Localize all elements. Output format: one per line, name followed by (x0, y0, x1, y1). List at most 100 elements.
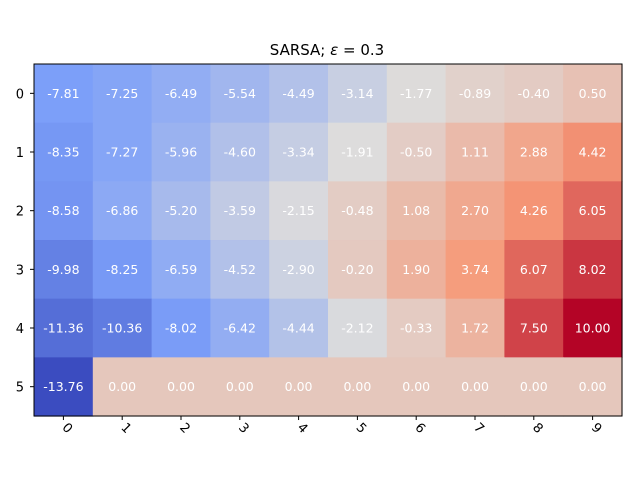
cell-value-label: -3.59 (224, 203, 256, 218)
heatmap-cell (210, 181, 270, 241)
y-tick-label: 5 (16, 381, 24, 396)
cell-value-label: -6.59 (165, 262, 197, 277)
heatmap-cell (563, 181, 623, 241)
cell-value-label: 0.00 (579, 379, 607, 394)
heatmap-cell (210, 64, 270, 124)
cell-value-label: -6.86 (106, 203, 138, 218)
cell-value-label: -4.49 (282, 86, 314, 101)
heatmap-cell (504, 122, 564, 182)
heatmap-cell (563, 357, 623, 417)
cell-value-label: -3.34 (282, 145, 314, 160)
x-tick-label: 7 (470, 420, 486, 436)
heatmap-cell (151, 357, 211, 417)
cell-value-label: 2.88 (520, 145, 548, 160)
heatmap-cell (210, 298, 270, 358)
heatmap-cell (328, 64, 388, 124)
cell-value-label: -5.20 (165, 203, 197, 218)
cell-value-label: -9.98 (47, 262, 79, 277)
heatmap-cell (269, 64, 329, 124)
cell-value-label: -5.96 (165, 145, 197, 160)
heatmap-cell (269, 240, 329, 300)
heatmap-cell (34, 64, 94, 124)
cell-value-label: -0.89 (459, 86, 491, 101)
cell-value-label: -3.14 (341, 86, 373, 101)
heatmap-cell (210, 240, 270, 300)
cell-value-label: -8.35 (47, 145, 79, 160)
x-tick-label: 6 (412, 420, 428, 436)
heatmap-cell (504, 357, 564, 417)
cell-value-label: -0.48 (341, 203, 373, 218)
y-tick-label: 1 (16, 146, 24, 161)
y-tick-label: 3 (16, 263, 24, 278)
heatmap-cell (386, 181, 447, 241)
heatmap-cell (151, 298, 211, 358)
cell-value-label: 0.00 (343, 379, 371, 394)
cell-value-label: -7.81 (47, 86, 79, 101)
x-tick-label: 0 (59, 420, 75, 436)
cell-value-label: 1.11 (461, 145, 489, 160)
cell-value-label: -13.76 (43, 379, 83, 394)
x-tick-label: 1 (118, 420, 134, 436)
heatmap-cell (34, 122, 94, 182)
cell-value-label: 0.00 (226, 379, 254, 394)
cell-value-label: -0.50 (400, 145, 432, 160)
y-tick-label: 4 (16, 322, 24, 337)
heatmap-cell (210, 122, 270, 182)
heatmap-cell (151, 181, 211, 241)
heatmap-cell (34, 357, 94, 417)
heatmap-cell (563, 240, 623, 300)
cell-value-label: -4.44 (282, 321, 314, 336)
cell-value-label: -11.36 (43, 321, 83, 336)
cell-value-label: -1.77 (400, 86, 432, 101)
cell-value-label: 7.50 (520, 321, 548, 336)
heatmap-cell (563, 64, 623, 124)
heatmap-cell (328, 240, 388, 300)
cell-value-label: 10.00 (575, 321, 611, 336)
heatmap-cell (504, 298, 564, 358)
cell-value-label: 6.07 (520, 262, 548, 277)
cell-value-label: 3.74 (461, 262, 489, 277)
cell-value-label: 8.02 (579, 262, 607, 277)
heatmap-cell (92, 357, 153, 417)
cell-value-label: -7.25 (106, 86, 138, 101)
heatmap-cell (92, 298, 153, 358)
heatmap-cell (445, 240, 505, 300)
y-tick-label: 0 (16, 87, 24, 102)
cell-value-label: 2.70 (461, 203, 489, 218)
heatmap-cell (92, 240, 153, 300)
cell-value-label: -6.42 (224, 321, 256, 336)
cell-value-label: -8.25 (106, 262, 138, 277)
cell-value-label: -8.58 (47, 203, 79, 218)
cell-value-label: -0.33 (400, 321, 432, 336)
cell-value-label: 1.90 (402, 262, 430, 277)
heatmap-cell (34, 240, 94, 300)
chart-title: SARSA; ε = 0.3 (270, 41, 384, 59)
heatmap-cell (151, 240, 211, 300)
plot-frame (33, 63, 623, 417)
x-tick-label: 2 (176, 420, 192, 436)
heatmap-cell (445, 357, 505, 417)
heatmap-cell (445, 64, 505, 124)
heatmap-cell (386, 240, 447, 300)
cell-value-label: -2.12 (341, 321, 373, 336)
cell-value-label: 1.08 (402, 203, 430, 218)
cell-value-label: -7.27 (106, 145, 138, 160)
cell-value-label: -2.90 (282, 262, 314, 277)
heatmap-cell (328, 357, 388, 417)
heatmap-cell (92, 122, 153, 182)
heatmap-cell (445, 122, 505, 182)
x-tick-label: 5 (353, 420, 369, 436)
cell-value-label: 4.26 (520, 203, 548, 218)
heatmap-cell (269, 357, 329, 417)
x-tick-label: 8 (529, 420, 545, 436)
cell-value-label: 0.00 (520, 379, 548, 394)
cell-value-label: 4.42 (579, 145, 607, 160)
heatmap-cell (386, 122, 447, 182)
cell-value-label: 6.05 (579, 203, 607, 218)
y-axis: 0 1 2 3 4 5 (16, 87, 34, 396)
cell-value-label: -0.40 (518, 86, 550, 101)
heatmap-cell (34, 181, 94, 241)
heatmap-cell (269, 122, 329, 182)
